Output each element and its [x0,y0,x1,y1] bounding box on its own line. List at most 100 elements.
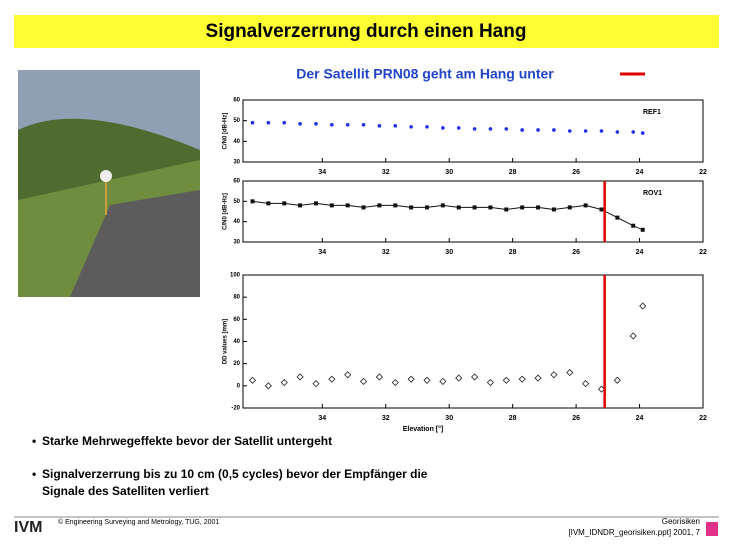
point [346,123,350,127]
title: Signalverzerrung durch einen Hang [206,21,527,42]
x-tick-label: 34 [318,249,326,256]
y-tick-label: 60 [233,317,240,323]
point [409,205,413,209]
point [584,203,588,207]
point [346,203,350,207]
y-axis-label: DD values [mm] [223,319,229,364]
point [282,201,286,205]
y-axis-label: C/N0 [dB-Hz] [223,193,229,230]
bullet-text: Starke Mehrwegeffekte bevor der Satellit… [42,434,332,448]
y-tick-label: 60 [233,98,240,104]
point [488,205,492,209]
point [552,207,556,211]
point [393,203,397,207]
point [330,203,334,207]
point [267,121,271,125]
x-tick-label: 28 [509,169,517,176]
x-tick-label: 30 [445,249,453,256]
x-tick-label: 22 [699,415,707,422]
point [425,205,429,209]
point [641,131,645,135]
point [536,128,540,132]
bullet-box: Signalverzerrung bis zu 10 cm (0,5 cycle… [42,466,642,506]
x-tick-label: 32 [382,415,390,422]
logo: IVM [14,519,42,536]
point [251,199,255,203]
point [393,124,397,128]
point [314,122,318,126]
point [631,224,635,228]
y-tick-label: 80 [233,295,240,301]
x-tick-label: 26 [572,249,580,256]
point [504,207,508,211]
y-tick-label: 40 [233,139,240,145]
y-tick-label: 50 [233,118,240,124]
x-tick-label: 32 [382,169,390,176]
slide: Signalverzerrung durch einen Hang Der Sa… [0,0,733,543]
point [584,129,588,133]
point [568,129,572,133]
series-label: REF1 [643,109,661,116]
x-tick-label: 34 [318,415,326,422]
y-tick-label: 40 [233,339,240,345]
x-tick-label: 32 [382,249,390,256]
point [441,203,445,207]
y-tick-label: 30 [233,240,240,246]
point [599,207,603,211]
point [457,205,461,209]
copyright: © Engineering Surveying and Metrology, T… [58,518,219,526]
point [441,126,445,130]
y-tick-label: 30 [233,160,240,166]
point [314,201,318,205]
subtitle: Der Satellit PRN08 geht am Hang unter [296,66,554,82]
point [520,205,524,209]
point [251,121,255,125]
x-tick-label: 22 [699,169,707,176]
x-tick-label: 24 [636,249,644,256]
point [266,201,270,205]
x-tick-label: 24 [636,169,644,176]
point [378,124,382,128]
footer-ref: [IVM_IDNDR_georisiken.ppt] 2001, 7 [568,528,700,537]
point [552,128,556,132]
point [425,125,429,129]
y-tick-label: 60 [233,179,240,185]
point [298,203,302,207]
point [641,228,645,232]
logo-mark [706,522,718,536]
x-tick-label: 26 [572,415,580,422]
x-tick-label: 24 [636,415,644,422]
bullet-text: Signalverzerrung bis zu 10 cm (0,5 cycle… [42,466,472,500]
point [600,129,604,133]
point [282,121,286,125]
x-tick-label: 28 [509,415,517,422]
point [616,130,620,134]
point [631,130,635,134]
point [520,128,524,132]
point [473,127,477,131]
y-tick-label: 100 [230,273,241,279]
bullet: • [32,434,36,448]
y-tick-label: 50 [233,199,240,205]
bullet: • [32,467,36,481]
x-tick-label: 30 [445,415,453,422]
point [536,205,540,209]
point [330,123,334,127]
photo [18,70,200,297]
point [298,122,302,126]
x-tick-label: 34 [318,169,326,176]
point [377,203,381,207]
x-tick-label: 28 [509,249,517,256]
point [505,127,509,131]
x-tick-label: 22 [699,249,707,256]
point [362,205,366,209]
x-axis-label: Elevation [°] [403,425,444,433]
x-tick-label: 30 [445,169,453,176]
point [409,125,413,129]
point [473,205,477,209]
y-tick-label: 20 [233,361,240,367]
point [615,216,619,220]
point [568,205,572,209]
x-tick-label: 26 [572,169,580,176]
series-label: ROV1 [643,190,662,197]
